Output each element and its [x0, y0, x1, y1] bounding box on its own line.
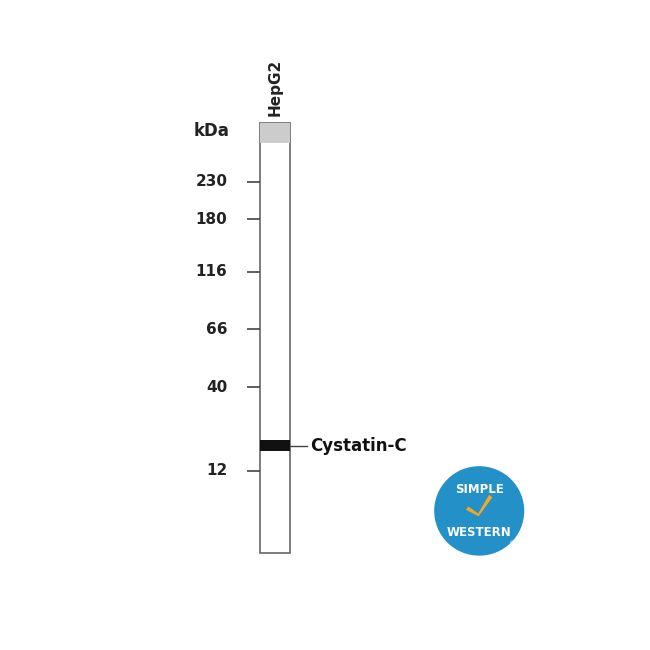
Text: 12: 12 — [206, 463, 228, 478]
Text: Cystatin-C: Cystatin-C — [311, 437, 407, 455]
Text: kDa: kDa — [194, 122, 230, 140]
Circle shape — [435, 467, 523, 555]
Text: SIMPLE: SIMPLE — [455, 484, 504, 497]
Text: © 2014: © 2014 — [510, 541, 534, 547]
Text: 230: 230 — [196, 174, 228, 189]
Text: HepG2: HepG2 — [268, 58, 283, 116]
Bar — [260, 123, 291, 143]
Text: 116: 116 — [196, 264, 228, 280]
Text: 180: 180 — [196, 212, 228, 227]
Text: WESTERN: WESTERN — [447, 526, 512, 539]
Bar — [260, 123, 291, 554]
Text: 40: 40 — [206, 380, 228, 395]
Bar — [260, 440, 291, 451]
Text: 66: 66 — [206, 322, 228, 337]
Polygon shape — [466, 495, 493, 516]
